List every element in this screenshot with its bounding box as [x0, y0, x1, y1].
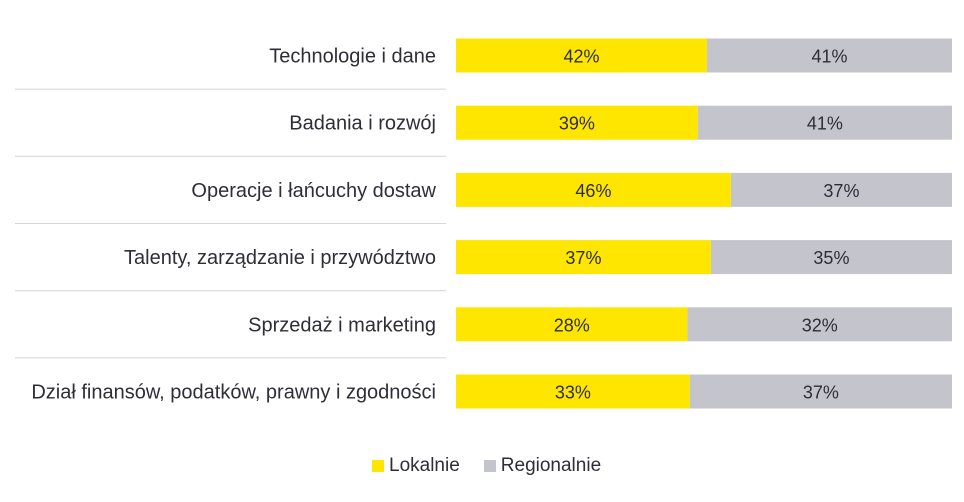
data-label: 35%	[813, 248, 849, 268]
data-label: 37%	[823, 181, 859, 201]
data-label: 39%	[559, 114, 595, 134]
category-label: Sprzedaż i marketing	[248, 314, 436, 336]
data-label: 41%	[807, 114, 843, 134]
legend-swatch-regionalnie	[483, 460, 496, 472]
bar-regionalnie	[710, 240, 952, 275]
data-label: 28%	[554, 315, 590, 335]
data-label: 42%	[563, 47, 599, 67]
data-label: 32%	[802, 315, 838, 335]
bar-lokalnie	[456, 374, 690, 409]
category-label: Badania i rozwój	[289, 113, 436, 135]
data-label: 41%	[811, 47, 847, 67]
legend-label-lokalnie: Lokalnie	[389, 455, 460, 476]
bar-lokalnie	[456, 105, 698, 140]
legend-label-regionalnie: Regionalnie	[500, 455, 602, 476]
data-label: 37%	[803, 383, 839, 403]
bar-regionalnie	[687, 307, 952, 342]
data-label: 37%	[565, 248, 601, 268]
bar-lokalnie	[456, 240, 711, 275]
bar-lokalnie	[456, 172, 731, 207]
data-label: 33%	[555, 383, 591, 403]
category-label: Operacje i łańcuchy dostaw	[191, 180, 436, 202]
category-label: Talenty, zarządzanie i przywództwo	[124, 247, 436, 269]
category-label: Technologie i dane	[269, 46, 436, 68]
bar-lokalnie	[456, 38, 707, 73]
data-label: 46%	[575, 181, 611, 201]
legend-item-regionalnie: Regionalnie	[483, 455, 602, 477]
bar-regionalnie	[697, 105, 952, 140]
category-label: Dział finansów, podatków, prawny i zgodn…	[31, 382, 436, 404]
bar-regionalnie	[689, 374, 952, 409]
bar-lokalnie	[456, 307, 688, 342]
legend-item-lokalnie: Lokalnie	[372, 455, 460, 477]
bar-regionalnie	[706, 38, 952, 73]
bar-regionalnie	[730, 172, 952, 207]
legend: Lokalnie Regionalnie	[372, 455, 625, 477]
legend-swatch-lokalnie	[372, 460, 384, 472]
